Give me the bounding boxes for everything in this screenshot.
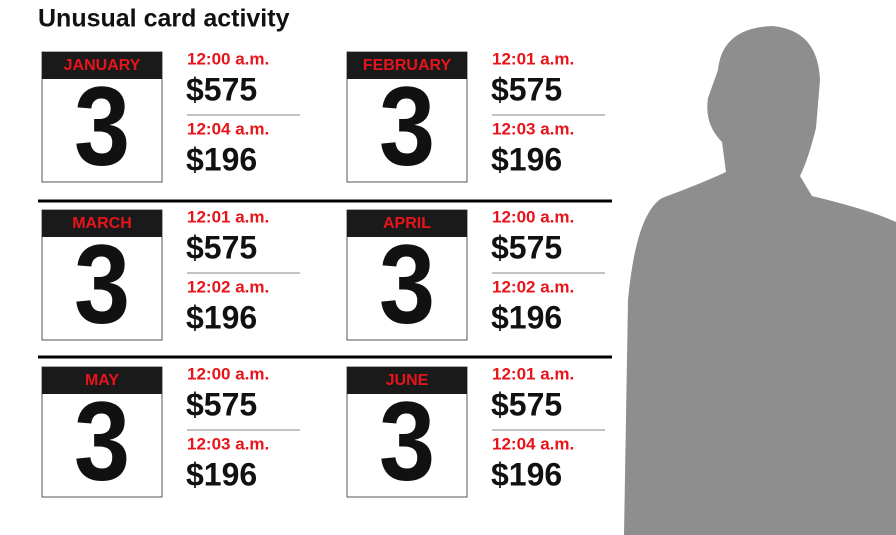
time: 12:00 a.m. xyxy=(187,364,269,383)
amount: $196 xyxy=(186,299,257,335)
day: 3 xyxy=(379,64,435,189)
time: 12:02 a.m. xyxy=(492,277,574,296)
amount: $575 xyxy=(491,386,562,422)
time: 12:04 a.m. xyxy=(187,119,269,138)
amount: $575 xyxy=(491,71,562,107)
time: 12:03 a.m. xyxy=(187,434,269,453)
time: 12:00 a.m. xyxy=(187,49,269,68)
time: 12:01 a.m. xyxy=(492,49,574,68)
amount: $575 xyxy=(186,386,257,422)
time: 12:00 a.m. xyxy=(492,207,574,226)
amount: $196 xyxy=(491,456,562,492)
amount: $196 xyxy=(491,141,562,177)
title: Unusual card activity xyxy=(38,5,290,33)
time: 12:01 a.m. xyxy=(492,364,574,383)
amount: $196 xyxy=(186,141,257,177)
day: 3 xyxy=(74,64,130,189)
day: 3 xyxy=(379,379,435,504)
infographic: Unusual card activity JANUARY312:00 a.m.… xyxy=(0,0,896,535)
time: 12:04 a.m. xyxy=(492,434,574,453)
amount: $575 xyxy=(186,71,257,107)
amount: $575 xyxy=(186,229,257,265)
time: 12:02 a.m. xyxy=(187,277,269,296)
amount: $575 xyxy=(491,229,562,265)
silhouette xyxy=(624,26,896,535)
amount: $196 xyxy=(186,456,257,492)
day: 3 xyxy=(379,222,435,347)
amount: $196 xyxy=(491,299,562,335)
day: 3 xyxy=(74,222,130,347)
time: 12:01 a.m. xyxy=(187,207,269,226)
day: 3 xyxy=(74,379,130,504)
time: 12:03 a.m. xyxy=(492,119,574,138)
